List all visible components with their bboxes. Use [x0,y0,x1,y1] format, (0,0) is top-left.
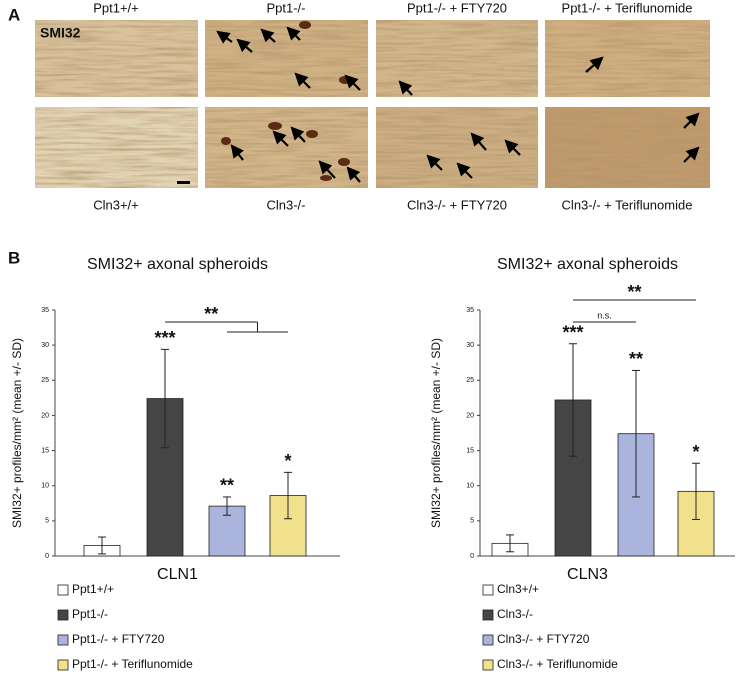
y-axis-label: SMI32+ profiles/mm² (mean +/- SD) [10,338,24,528]
y-tick-label: 35 [41,307,49,314]
y-tick-label: 30 [466,342,474,349]
y-tick-label: 5 [470,518,474,525]
significance: *** [562,322,583,342]
legend-label: Cln3+/+ [497,582,539,596]
legend-swatch [482,659,494,671]
significance: * [284,451,291,471]
y-axis-label: SMI32+ profiles/mm² (mean +/- SD) [429,338,443,528]
significance: ** [220,476,234,496]
image-label: Cln3-/- + Teriflunomide [562,197,693,212]
y-tick-label: 35 [466,307,474,314]
scale-bar [177,181,190,184]
y-tick-label: 20 [466,412,474,419]
micrograph [545,20,710,97]
micrograph [35,107,198,188]
chart-title: SMI32+ axonal spheroids [497,256,678,273]
micrograph [376,20,538,97]
micrograph [205,107,368,188]
panel-label: B [8,248,20,267]
legend-swatch [482,609,494,621]
y-tick-label: 15 [41,447,49,454]
micrograph [205,20,368,97]
significance: *** [154,328,175,348]
comparison-label: n.s. [597,310,612,320]
legend-label: Ppt1-/- [72,607,108,621]
y-tick-label: 30 [41,342,49,349]
image-label: Ppt1-/- + Teriflunomide [562,0,693,15]
legend-label: Cln3-/- + FTY720 [497,632,590,646]
image-label: Ppt1-/- [266,0,305,15]
legend-label: Cln3-/- [497,607,533,621]
y-tick-label: 25 [41,377,49,384]
legend-label: Ppt1-/- + Teriflunomide [72,657,193,671]
panel-label: A [8,5,20,24]
legend-swatch [57,609,69,621]
significance: * [692,442,699,462]
image-label: Ppt1-/- + FTY720 [407,0,507,15]
x-axis-label: CLN3 [567,566,608,583]
arrows [216,26,700,183]
micrograph [35,20,198,97]
y-tick-label: 0 [45,553,49,560]
y-tick-label: 0 [470,553,474,560]
x-axis-label: CLN1 [157,566,198,583]
comparison-label: ** [627,282,641,302]
legend-label: Ppt1+/+ [72,582,114,596]
y-tick-label: 10 [41,483,49,490]
y-tick-label: 25 [466,377,474,384]
y-tick-label: 5 [45,518,49,525]
significance: ** [629,349,643,369]
image-label: Ppt1+/+ [93,0,139,15]
legend-label: Ppt1-/- + FTY720 [72,632,165,646]
y-tick-label: 10 [466,483,474,490]
stain-label: SMI32 [40,25,81,41]
legend-swatch [57,584,69,596]
y-tick-label: 20 [41,412,49,419]
image-label: Cln3-/- + FTY720 [407,197,507,212]
legend-swatch [482,584,494,596]
image-label: Cln3-/- [266,197,305,212]
legend-swatch [482,634,494,646]
legend-swatch [57,634,69,646]
spheroids [221,21,351,181]
comparison-label: ** [204,304,218,324]
y-tick-label: 15 [466,447,474,454]
legend-swatch [57,659,69,671]
micrographs [35,20,710,188]
image-label: Cln3+/+ [93,197,139,212]
micrograph [545,107,710,188]
chart-title: SMI32+ axonal spheroids [87,256,268,273]
legend-label: Cln3-/- + Teriflunomide [497,657,618,671]
